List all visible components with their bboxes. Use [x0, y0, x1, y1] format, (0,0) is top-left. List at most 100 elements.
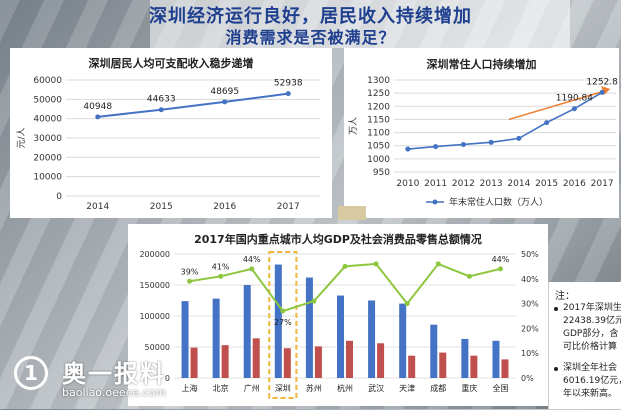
decorative-tab — [338, 206, 366, 220]
legend-label: 年末常住人口数（万人） — [449, 196, 548, 208]
bar-series-2 — [190, 347, 198, 378]
bar-series-1 — [243, 285, 251, 378]
data-point — [544, 120, 550, 126]
notes-heading: 注： — [555, 291, 575, 302]
x-tick-label: 全国 — [492, 383, 508, 393]
y-tick-label: 1250 — [367, 89, 390, 99]
income-series-line — [97, 92, 289, 118]
city-chart-panel: 2017年国内重点城市人均GDP及社会消费品零售总额情况 0 50000 10000… — [128, 224, 548, 406]
y-tick-label: 200000 — [139, 250, 170, 259]
data-point — [342, 263, 348, 269]
slide-subtitle: 消费需求是否被满足？ — [225, 28, 396, 47]
x-tick-label: 成都 — [430, 383, 446, 393]
bar-series-1 — [181, 301, 189, 378]
x-tick-label: 深圳 — [275, 383, 291, 393]
legend-marker-icon — [432, 199, 438, 205]
watermark-url: baoliao.oeeee.com — [62, 386, 167, 399]
data-label: 1190.84 — [556, 94, 593, 104]
population-chart: 950 1000 1050 1100 1150 1200 1250 1300 万人 2010 201… — [348, 76, 618, 208]
y-tick-label: 50000 — [33, 95, 62, 105]
data-point — [218, 273, 224, 279]
bar-series-2 — [377, 343, 385, 378]
data-label: 44% — [243, 255, 261, 264]
bar-series-1 — [492, 340, 500, 378]
data-point — [571, 106, 577, 112]
y-axis-label: 元/人 — [16, 127, 27, 148]
x-tick-label: 2015 — [150, 202, 173, 212]
data-label: 44633 — [147, 95, 176, 105]
y-tick-label: 1000 — [367, 155, 390, 165]
highlight-box — [268, 251, 298, 399]
data-point — [405, 146, 411, 152]
y-tick-label: 1200 — [367, 102, 390, 112]
data-point — [95, 114, 101, 120]
y-tick-label: 0 — [165, 374, 170, 383]
x-tick-label: 天津 — [399, 383, 415, 393]
note-line: 6016.19亿元， — [563, 376, 621, 386]
y2-tick-label: 20% — [521, 324, 539, 333]
y-tick-label: 1050 — [367, 142, 390, 152]
y2-tick-label: 40% — [521, 275, 539, 284]
data-point — [497, 266, 503, 272]
x-tick-label: 2017 — [591, 179, 614, 189]
bar-series-2 — [439, 352, 447, 378]
x-tick-label: 上海 — [182, 383, 198, 393]
bar-series-1 — [212, 298, 220, 378]
bar-series-2 — [221, 345, 229, 378]
y2-tick-label: 0% — [521, 374, 534, 383]
slide-title: 深圳经济运行良好，居民收入持续增加 — [149, 6, 472, 27]
data-label: 40948 — [83, 102, 112, 112]
data-point — [460, 141, 466, 147]
y-tick-label: 150000 — [139, 281, 170, 290]
bar-series-2 — [314, 346, 322, 378]
population-chart-panel: 深圳常住人口持续增加 950 1000 1050 1100 1150 1200 1250 13… — [344, 48, 619, 218]
data-point — [249, 266, 255, 272]
population-chart-title: 深圳常住人口持续增加 — [426, 58, 537, 71]
x-tick-label: 2017 — [277, 202, 300, 212]
data-point — [311, 298, 317, 304]
population-series-line — [407, 91, 603, 150]
data-label: 44% — [492, 255, 510, 264]
bullet-icon — [554, 307, 558, 311]
y2-tick-label: 30% — [521, 300, 539, 309]
note-line: 可比价格计算 — [563, 342, 618, 352]
data-label: 39% — [181, 267, 199, 276]
y-tick-label: 40000 — [33, 115, 62, 125]
city-chart-title: 2017年国内重点城市人均GDP及社会消费品零售总额情况 — [194, 233, 482, 246]
bar-series-2 — [252, 338, 260, 378]
bar-series-1 — [337, 295, 344, 378]
y2-tick-label: 50% — [521, 250, 539, 259]
data-point — [466, 273, 472, 279]
y-tick-label: 60000 — [33, 76, 62, 86]
x-tick-label: 2016 — [563, 179, 586, 189]
data-point — [435, 261, 441, 267]
y-tick-label: 0 — [56, 192, 62, 202]
bar-series-1 — [430, 324, 438, 378]
bar-series-1 — [399, 303, 407, 378]
watermark-text: 奥一报料 — [62, 360, 166, 388]
notes-box: 注： 2017年深圳生 22438.39亿元 GDP部分，含 可比价格计算 深圳… — [548, 282, 621, 409]
data-point — [285, 91, 291, 97]
x-tick-label: 2014 — [86, 202, 109, 212]
x-tick-label: 2012 — [452, 179, 475, 189]
bar-series-1 — [305, 277, 313, 378]
x-tick-label: 2015 — [535, 179, 558, 189]
note-line: 年以来新高。 — [563, 389, 618, 399]
bar-series-2 — [346, 340, 353, 378]
income-chart: 0 10000 20000 30000 40000 50000 60000 元/人 2014 20… — [16, 76, 320, 212]
data-label: 48695 — [210, 87, 239, 97]
bar-series-2 — [501, 359, 509, 378]
x-tick-label: 2016 — [213, 202, 236, 212]
data-point — [404, 301, 410, 307]
income-chart-panel: 深圳居民人均可支配收入稳步递增 0 10000 20000 30000 40000 500… — [10, 48, 332, 218]
x-tick-label: 广州 — [244, 383, 260, 393]
y-tick-label: 100000 — [139, 312, 170, 321]
x-tick-label: 2010 — [396, 179, 419, 189]
y-tick-label: 30000 — [33, 134, 62, 144]
x-tick-label: 2014 — [507, 179, 530, 189]
bar-series-1 — [461, 338, 469, 378]
data-point — [158, 107, 164, 113]
data-point — [222, 99, 228, 105]
data-point — [280, 308, 286, 314]
x-tick-label: 苏州 — [306, 383, 322, 393]
